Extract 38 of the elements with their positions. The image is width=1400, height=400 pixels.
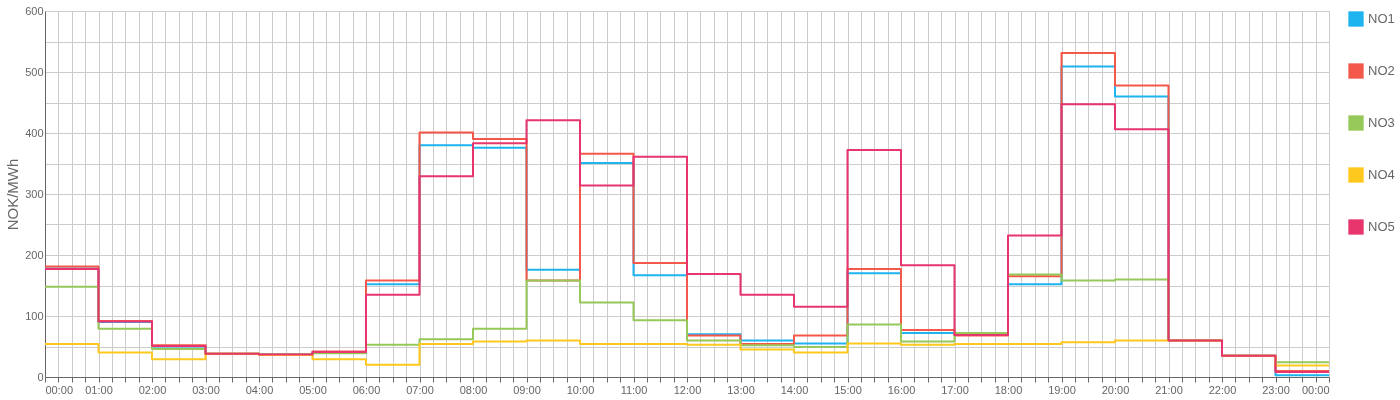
x-tick-label: 06:00 [352, 383, 381, 396]
y-tick-label: 0 [37, 370, 44, 383]
x-tick-label: 08:00 [459, 383, 488, 396]
y-tick-label: 300 [25, 187, 44, 200]
x-tick-label: 10:00 [566, 383, 595, 396]
legend-label: NO4 [1368, 167, 1395, 182]
x-tick-label: 09:00 [513, 383, 541, 396]
x-tick-label: 07:00 [406, 383, 434, 396]
legend-label: NO5 [1368, 219, 1395, 234]
x-tick-label: 19:00 [1048, 383, 1076, 396]
x-tick-label: 15:00 [834, 383, 862, 396]
x-tick-label: 22:00 [1208, 383, 1237, 396]
y-tick-label: 500 [25, 65, 44, 78]
x-tick-label: 20:00 [1101, 383, 1130, 396]
x-tick-label: 11:00 [620, 383, 648, 396]
x-tick-label: 16:00 [887, 383, 916, 396]
x-tick-label: 13:00 [727, 383, 755, 396]
x-tick-label: 05:00 [299, 383, 327, 396]
x-tick-label: 00:00 [1301, 383, 1330, 396]
x-tick-label: 12:00 [673, 383, 702, 396]
legend-label: NO1 [1368, 11, 1395, 26]
x-tick-label: 14:00 [780, 383, 809, 396]
x-tick-label: 00:00 [45, 383, 74, 396]
y-axis-title: NOK/MWh [4, 158, 22, 231]
y-tick-label: 600 [25, 4, 44, 17]
x-tick-label: 01:00 [85, 383, 113, 396]
y-tick-label: 400 [25, 126, 44, 139]
y-tick-label: 200 [25, 248, 44, 261]
x-tick-label: 18:00 [994, 383, 1023, 396]
x-tick-label: 23:00 [1262, 383, 1290, 396]
x-tick-label: 04:00 [245, 383, 274, 396]
x-tick-label: 17:00 [941, 383, 969, 396]
x-tick-label: 02:00 [138, 383, 167, 396]
legend-label: NO3 [1368, 115, 1395, 130]
x-tick-label: 03:00 [192, 383, 220, 396]
legend-label: NO2 [1368, 63, 1395, 78]
x-tick-label: 21:00 [1155, 383, 1183, 396]
y-tick-label: 100 [25, 309, 44, 322]
